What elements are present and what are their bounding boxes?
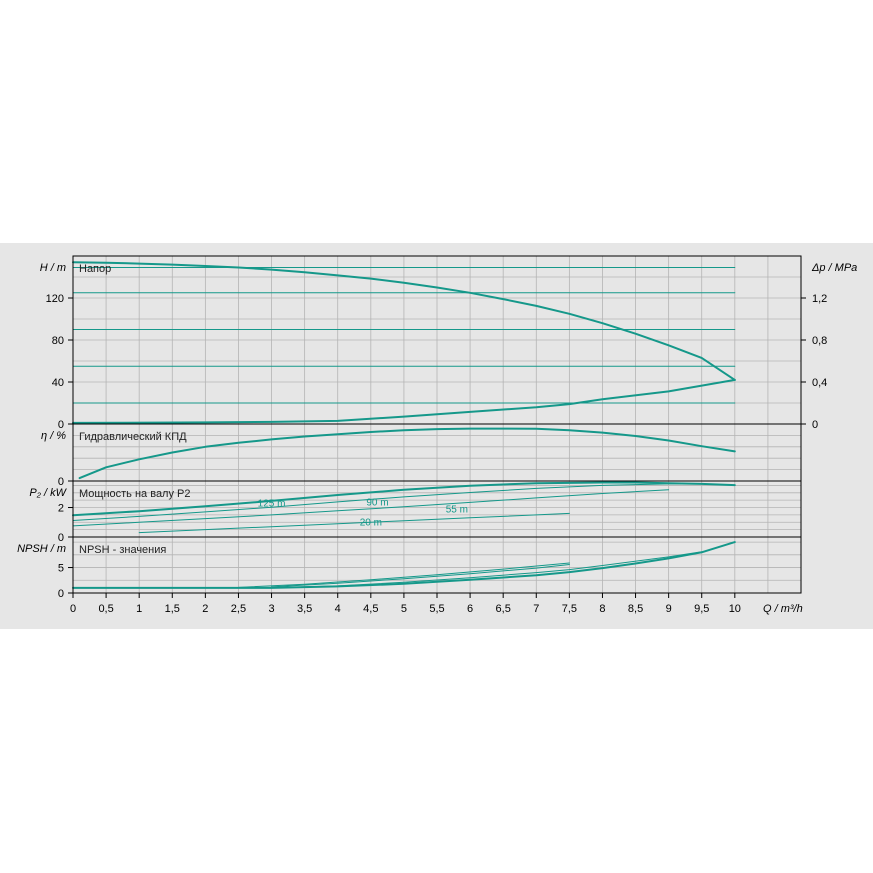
x-tick-label: 1 xyxy=(136,603,142,615)
power-curve-label: 20 m xyxy=(360,518,382,529)
y-tick-label: 40 xyxy=(52,377,64,389)
y-tick-label: 80 xyxy=(52,335,64,347)
chart-panel-1 xyxy=(68,255,802,425)
x-tick-label: 2,5 xyxy=(231,603,246,615)
y-axis-label: H / m xyxy=(40,262,66,274)
power-curve-90m xyxy=(72,483,703,521)
curve-variant-2 xyxy=(271,564,570,588)
y2-tick-label: 0,8 xyxy=(812,335,827,347)
x-tick-label: 9 xyxy=(666,603,672,615)
x-tick-label: 5 xyxy=(401,603,407,615)
panel-title: Напор xyxy=(79,263,111,275)
y-axis-label: NPSH / m xyxy=(17,543,66,555)
panel-title: Гидравлический КПД xyxy=(79,431,187,443)
x-tick-label: 9,5 xyxy=(694,603,709,615)
x-tick-label: 4,5 xyxy=(363,603,378,615)
x-tick-label: 8 xyxy=(599,603,605,615)
x-tick-label: 7,5 xyxy=(562,603,577,615)
y-tick-label: 5 xyxy=(58,563,64,575)
y-axis-label: η / % xyxy=(41,430,66,442)
curve-variant-3 xyxy=(238,562,570,588)
curve-main-0 xyxy=(72,261,736,381)
x-tick-label: 1,5 xyxy=(165,603,180,615)
power-curve-55m xyxy=(72,489,670,527)
x-tick-label: 3,5 xyxy=(297,603,312,615)
x-tick-label: 7 xyxy=(533,603,539,615)
power-curve-label: 125 m xyxy=(258,498,286,509)
power-curve-label: 55 m xyxy=(446,504,468,515)
y-tick-label: 0 xyxy=(58,476,64,488)
y-tick-label: 0 xyxy=(58,532,64,544)
panel-title: Мощность на валу P2 xyxy=(79,488,191,500)
chart-panel-3 xyxy=(68,480,802,538)
x-tick-label: 5,5 xyxy=(429,603,444,615)
x-tick-label: 0 xyxy=(70,603,76,615)
y-axis-label: P₂ / kW xyxy=(29,487,67,499)
y-tick-label: 120 xyxy=(46,293,64,305)
x-tick-label: 3 xyxy=(268,603,274,615)
y-tick-label: 2 xyxy=(58,503,64,515)
x-tick-label: 4 xyxy=(335,603,341,615)
x-tick-label: 6 xyxy=(467,603,473,615)
x-axis-label: Q / m³/h xyxy=(763,603,803,615)
y-tick-label: 0 xyxy=(58,419,64,431)
y2-tick-label: 1,2 xyxy=(812,293,827,305)
x-tick-label: 10 xyxy=(729,603,741,615)
y2-tick-label: 0 xyxy=(812,419,818,431)
curve-system-6 xyxy=(72,378,736,424)
power-curve-label: 90 m xyxy=(366,498,388,509)
panel-title: NPSH - значения xyxy=(79,544,166,556)
x-tick-label: 2 xyxy=(202,603,208,615)
power-curve-20m xyxy=(138,512,570,534)
y2-axis-label: Δp / MPa xyxy=(811,262,857,274)
curve-variant-1 xyxy=(72,551,703,589)
x-tick-label: 8,5 xyxy=(628,603,643,615)
y2-tick-label: 0,4 xyxy=(812,377,827,389)
x-tick-label: 0,5 xyxy=(98,603,113,615)
chart-panel-4 xyxy=(68,536,802,594)
y-tick-label: 0 xyxy=(58,588,64,600)
x-tick-label: 6,5 xyxy=(496,603,511,615)
curve-main-0 xyxy=(78,427,736,480)
power-curve-125m xyxy=(72,481,736,517)
